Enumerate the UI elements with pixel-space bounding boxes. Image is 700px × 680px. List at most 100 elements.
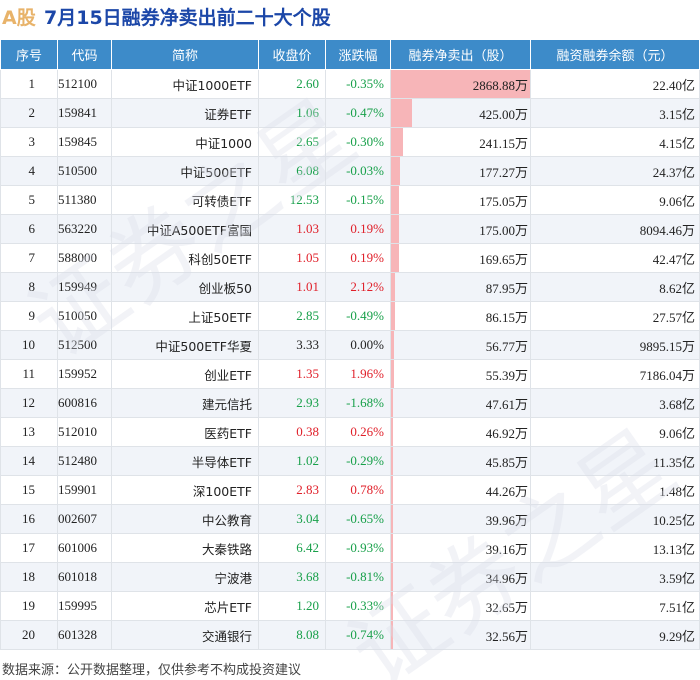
cell-balance: 1.48亿 xyxy=(530,475,700,505)
cell-close-price: 1.01 xyxy=(258,272,326,302)
cell-net-sell: 241.15万 xyxy=(390,127,531,157)
table-row: 19 159995 芯片ETF 1.20 -0.33% 32.65万 7.51亿 xyxy=(0,591,700,621)
net-sell-bar xyxy=(391,360,394,388)
table-row: 7 588000 科创50ETF 1.05 0.19% 169.65万 42.47亿 xyxy=(0,243,700,273)
cell-net-sell: 47.61万 xyxy=(390,388,531,418)
net-sell-bar xyxy=(391,447,394,475)
cell-net-sell: 175.05万 xyxy=(390,185,531,215)
net-sell-value: 425.00万 xyxy=(479,106,528,122)
cell-code: 512100 xyxy=(57,69,112,99)
cell-index: 12 xyxy=(0,388,58,418)
cell-code: 588000 xyxy=(57,243,112,273)
cell-index: 1 xyxy=(0,69,58,99)
table-row: 5 511380 可转债ETF 12.53 -0.15% 175.05万 9.06亿 xyxy=(0,185,700,215)
cell-code: 159995 xyxy=(57,591,112,621)
cell-balance: 8094.46万 xyxy=(530,214,700,244)
net-sell-bar xyxy=(391,563,393,591)
cell-change: -0.93% xyxy=(325,533,391,563)
net-sell-bar xyxy=(391,476,394,504)
cell-net-sell: 39.96万 xyxy=(390,504,531,534)
net-sell-value: 56.77万 xyxy=(485,338,528,354)
cell-index: 18 xyxy=(0,562,58,592)
cell-name: 半导体ETF xyxy=(111,446,259,476)
cell-net-sell: 39.16万 xyxy=(390,533,531,563)
cell-close-price: 0.38 xyxy=(258,417,326,447)
cell-close-price: 6.08 xyxy=(258,156,326,186)
cell-net-sell: 44.26万 xyxy=(390,475,531,505)
net-sell-value: 2868.88万 xyxy=(472,77,528,93)
cell-net-sell: 46.92万 xyxy=(390,417,531,447)
cell-index: 8 xyxy=(0,272,58,302)
cell-index: 5 xyxy=(0,185,58,215)
cell-close-price: 12.53 xyxy=(258,185,326,215)
cell-balance: 4.15亿 xyxy=(530,127,700,157)
table-row: 20 601328 交通银行 8.08 -0.74% 32.56万 9.29亿 xyxy=(0,620,700,650)
header-change: 涨跌幅 xyxy=(325,39,391,70)
cell-balance: 8.62亿 xyxy=(530,272,700,302)
cell-change: 2.12% xyxy=(325,272,391,302)
cell-index: 17 xyxy=(0,533,58,563)
net-sell-value: 44.26万 xyxy=(485,483,528,499)
cell-name: 医药ETF xyxy=(111,417,259,447)
net-sell-bar xyxy=(391,621,393,649)
cell-net-sell: 55.39万 xyxy=(390,359,531,389)
cell-close-price: 1.06 xyxy=(258,98,326,128)
net-sell-value: 177.27万 xyxy=(479,164,528,180)
cell-close-price: 3.33 xyxy=(258,330,326,360)
net-sell-table: 序号 代码 简称 收盘价 涨跌幅 融券净卖出（股） 融资融券余额（元） 1 512… xyxy=(0,39,700,650)
net-sell-bar xyxy=(391,534,393,562)
net-sell-value: 55.39万 xyxy=(485,367,528,383)
page-title: 7月15日融券净卖出前二十大个股 xyxy=(44,7,331,29)
cell-balance: 22.40亿 xyxy=(530,69,700,99)
cell-net-sell: 32.65万 xyxy=(390,591,531,621)
cell-change: 0.78% xyxy=(325,475,391,505)
cell-name: 宁波港 xyxy=(111,562,259,592)
cell-net-sell: 86.15万 xyxy=(390,301,531,331)
cell-name: 上证50ETF xyxy=(111,301,259,331)
cell-close-price: 6.42 xyxy=(258,533,326,563)
cell-change: -0.33% xyxy=(325,591,391,621)
net-sell-value: 46.92万 xyxy=(485,425,528,441)
table-row: 13 512010 医药ETF 0.38 0.26% 46.92万 9.06亿 xyxy=(0,417,700,447)
title-bar: A股 7月15日融券净卖出前二十大个股 xyxy=(0,0,700,34)
cell-code: 510050 xyxy=(57,301,112,331)
net-sell-bar xyxy=(391,128,403,156)
cell-balance: 9.06亿 xyxy=(530,417,700,447)
header-close-price: 收盘价 xyxy=(258,39,326,70)
cell-name: 芯片ETF xyxy=(111,591,259,621)
cell-name: 中证500ETF xyxy=(111,156,259,186)
cell-net-sell: 425.00万 xyxy=(390,98,531,128)
net-sell-bar xyxy=(391,389,394,417)
cell-index: 14 xyxy=(0,446,58,476)
header-net-sell: 融券净卖出（股） xyxy=(390,39,531,70)
table-row: 18 601018 宁波港 3.68 -0.81% 34.96万 3.59亿 xyxy=(0,562,700,592)
cell-change: -0.47% xyxy=(325,98,391,128)
header-index: 序号 xyxy=(0,39,58,70)
cell-net-sell: 175.00万 xyxy=(390,214,531,244)
title-prefix: A股 xyxy=(2,7,36,29)
cell-change: 1.96% xyxy=(325,359,391,389)
net-sell-value: 175.00万 xyxy=(479,222,528,238)
cell-index: 11 xyxy=(0,359,58,389)
net-sell-value: 86.15万 xyxy=(485,309,528,325)
net-sell-bar xyxy=(391,70,530,98)
cell-change: -0.03% xyxy=(325,156,391,186)
cell-index: 15 xyxy=(0,475,58,505)
cell-change: -0.35% xyxy=(325,69,391,99)
cell-balance: 3.68亿 xyxy=(530,388,700,418)
cell-code: 002607 xyxy=(57,504,112,534)
cell-name: 中证1000ETF xyxy=(111,69,259,99)
net-sell-value: 175.05万 xyxy=(479,193,528,209)
cell-close-price: 2.93 xyxy=(258,388,326,418)
cell-change: -0.74% xyxy=(325,620,391,650)
cell-net-sell: 45.85万 xyxy=(390,446,531,476)
cell-change: 0.19% xyxy=(325,243,391,273)
cell-net-sell: 34.96万 xyxy=(390,562,531,592)
cell-index: 20 xyxy=(0,620,58,650)
net-sell-bar xyxy=(391,244,400,272)
cell-balance: 11.35亿 xyxy=(530,446,700,476)
cell-index: 7 xyxy=(0,243,58,273)
cell-code: 600816 xyxy=(57,388,112,418)
cell-name: 中公教育 xyxy=(111,504,259,534)
cell-name: 深100ETF xyxy=(111,475,259,505)
